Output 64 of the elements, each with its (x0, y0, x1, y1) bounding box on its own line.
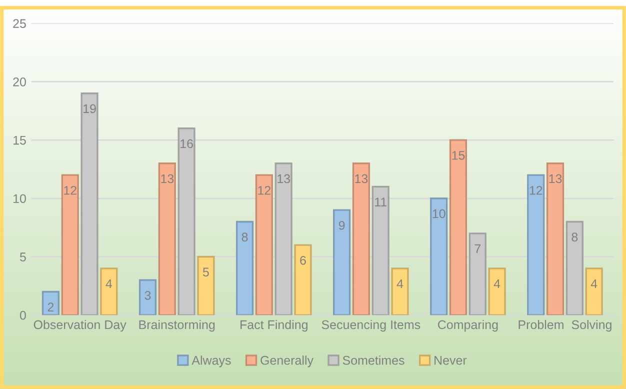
bar (372, 186, 390, 316)
y-tick-label: 15 (13, 136, 26, 145)
data-label: 13 (161, 174, 174, 184)
bar (138, 279, 157, 316)
bar (449, 139, 468, 316)
data-label: 9 (338, 220, 345, 230)
data-label: 6 (300, 256, 306, 265)
data-label: 8 (242, 232, 248, 242)
legend-label: Generally (260, 356, 314, 368)
bar (352, 162, 370, 316)
data-label: 4 (106, 279, 112, 288)
bar (488, 268, 506, 316)
x-tick-label: Observation Day (34, 320, 126, 332)
data-label: 11 (375, 198, 386, 206)
bar (100, 268, 118, 316)
bar (158, 162, 176, 316)
bar (61, 174, 79, 316)
data-label: 4 (494, 279, 500, 288)
y-tick-label: 5 (20, 252, 26, 262)
data-label: 4 (590, 279, 598, 288)
y-tick-label: 25 (13, 19, 26, 28)
bar (294, 244, 312, 316)
bar (391, 268, 409, 316)
data-label: 8 (572, 232, 578, 242)
data-label: 7 (474, 244, 480, 254)
legend-label: Always (192, 356, 231, 368)
bar (197, 256, 215, 316)
data-label: 19 (84, 104, 96, 114)
data-label: 13 (549, 174, 562, 184)
bar (430, 198, 448, 316)
bar (178, 128, 196, 316)
bar (274, 162, 292, 316)
bar (42, 290, 60, 316)
data-label: 12 (258, 186, 270, 195)
x-tick-label: Problem Solving (518, 320, 612, 332)
data-label: 15 (452, 151, 465, 160)
x-tick-label: Comparing (438, 320, 498, 332)
bar (468, 232, 486, 316)
y-tick-label: 20 (13, 77, 26, 86)
data-label: 16 (180, 139, 193, 148)
bar (566, 220, 584, 316)
x-tick-label: Secuencing Items (322, 320, 420, 332)
x-tick-label: Fact Finding (240, 320, 308, 332)
bar (546, 162, 564, 316)
bar (333, 209, 351, 316)
data-label: 5 (202, 268, 209, 276)
bar (255, 174, 273, 316)
data-label: 2 (48, 302, 54, 312)
data-label: 13 (355, 174, 368, 184)
data-label: 12 (530, 186, 542, 195)
x-tick-label: Brainstorming (139, 320, 215, 332)
data-label: 10 (432, 209, 446, 218)
legend-label: Never (434, 356, 467, 365)
data-label: 12 (64, 186, 76, 195)
data-label: 4 (396, 279, 404, 288)
data-label: 3 (144, 290, 151, 300)
data-label: 13 (278, 174, 290, 184)
legend-label: Sometimes (342, 356, 404, 365)
y-tick-label: 0 (20, 310, 26, 320)
bar (236, 220, 254, 316)
bar (527, 174, 545, 316)
bar (80, 92, 98, 316)
y-tick-label: 10 (13, 194, 26, 204)
bar (585, 268, 603, 316)
